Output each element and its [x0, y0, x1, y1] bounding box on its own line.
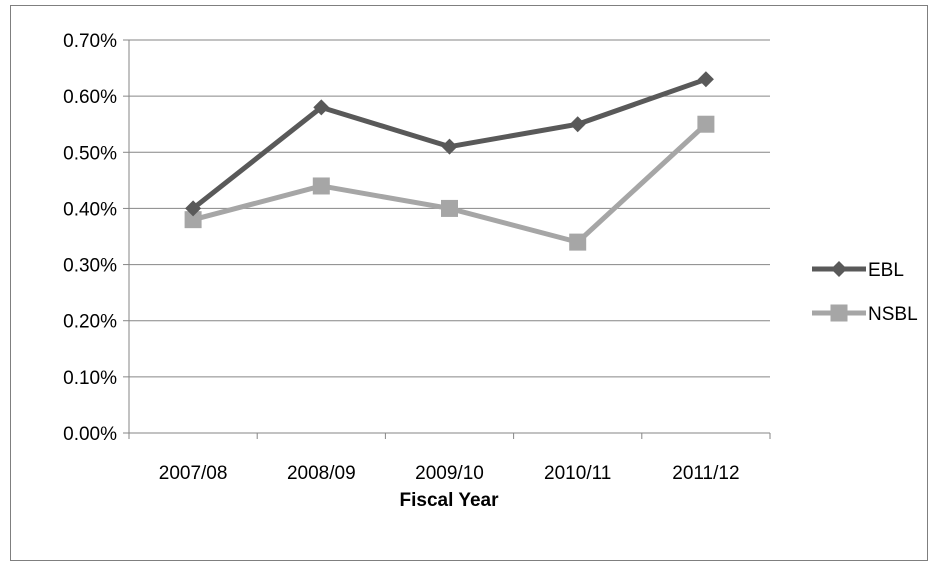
data-point-ebl	[313, 99, 330, 116]
x-tick-label: 2007/08	[159, 463, 228, 484]
y-tick-labels: 0.00% 0.10% 0.20% 0.30% 0.40% 0.50% 0.60% 0.70%	[63, 31, 117, 445]
x-tick-label: 2009/10	[415, 463, 484, 484]
y-tick-label: 0.20%	[63, 312, 117, 333]
legend-marker	[830, 304, 848, 322]
y-tick-label: 0.50%	[63, 143, 117, 164]
data-point-ebl	[697, 71, 714, 88]
data-point-nsbl	[441, 199, 458, 217]
x-tick-labels: 2007/08 2008/09 2009/10 2010/11 2011/12	[159, 463, 740, 484]
y-tick-label: 0.00%	[63, 424, 117, 445]
axes	[123, 39, 771, 439]
legend-label: NSBL	[868, 304, 918, 325]
x-tick-label: 2010/11	[544, 463, 611, 484]
legend-item-nsbl: NSBL	[812, 304, 918, 325]
series	[184, 71, 715, 251]
legend-marker	[831, 261, 847, 277]
data-point-ebl	[441, 138, 458, 155]
y-tick-label: 0.60%	[63, 87, 117, 108]
chart-frame	[10, 5, 928, 561]
x-tick-label: 2011/12	[672, 463, 739, 484]
legend-item-ebl: EBL	[812, 260, 904, 281]
x-axis-title: Fiscal Year	[400, 490, 500, 511]
data-point-nsbl	[184, 211, 202, 229]
y-tick-label: 0.40%	[63, 199, 117, 220]
data-point-nsbl	[312, 177, 330, 195]
y-tick-label: 0.30%	[63, 256, 117, 277]
legend-label: EBL	[868, 260, 904, 281]
data-point-ebl	[185, 200, 202, 217]
data-point-nsbl	[569, 233, 587, 251]
data-point-nsbl	[697, 115, 715, 133]
x-tick-label: 2008/09	[287, 463, 356, 484]
y-tick-label: 0.10%	[63, 368, 117, 389]
legend: EBL NSBL	[812, 260, 918, 325]
series-nsbl	[184, 115, 715, 251]
y-tick-label: 0.70%	[63, 31, 117, 52]
series-ebl	[185, 71, 714, 217]
data-point-ebl	[569, 116, 586, 133]
